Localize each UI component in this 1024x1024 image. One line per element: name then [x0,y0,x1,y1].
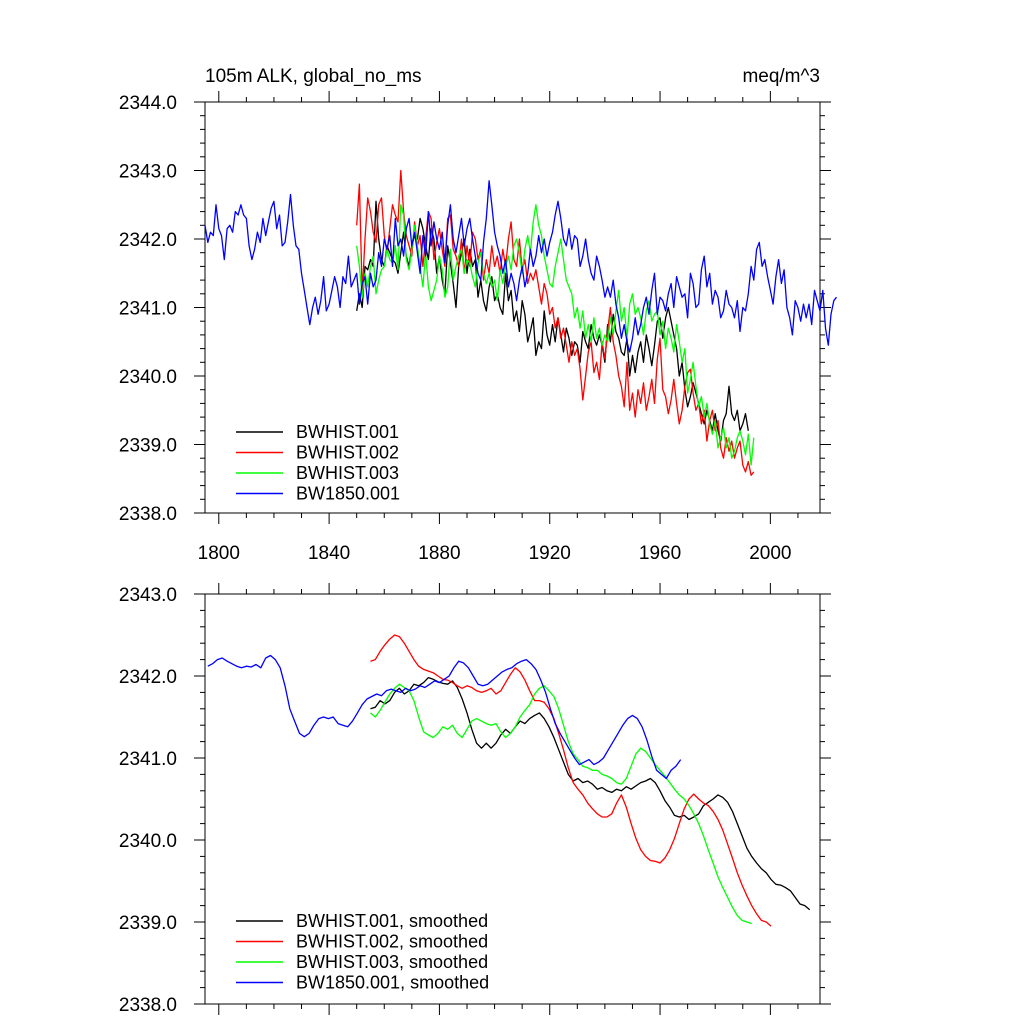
legend-label-bw1850-001-smoothed: BW1850.001, smoothed [296,973,489,993]
y-tick-label: 2342.0 [119,667,177,688]
series-line-bwhist-003 [356,204,755,466]
y-tick-label: 2342.0 [119,230,177,251]
legend-label-bwhist-002-smoothed: BWHIST.002, smoothed [296,932,488,952]
y-tick-label: 2343.0 [119,162,177,183]
legend-label-bw1850-001: BW1850.001 [296,484,400,504]
y-tick-label: 2339.0 [119,913,177,934]
series-line-bwhist-001-smoothed [370,676,811,911]
units-label: meq/m^3 [742,66,820,87]
y-tick-label: 2343.0 [119,585,177,606]
x-tick-label: 1800 [198,543,240,564]
x-tick-label: 1960 [639,543,681,564]
plot-frame [204,593,821,1005]
y-tick-label: 2344.0 [119,93,177,114]
legend-label-bwhist-002: BWHIST.002 [296,443,399,463]
series-line-bw1850-001-smoothed [207,654,682,780]
legend-label-bwhist-003: BWHIST.003 [296,463,399,483]
series-line-bwhist-002-smoothed [370,634,772,927]
x-tick-label: 1840 [308,543,350,564]
y-tick-label: 2338.0 [119,995,177,1016]
legend-label-bwhist-001-smoothed: BWHIST.001, smoothed [296,911,488,931]
y-tick-label: 2340.0 [119,831,177,852]
legend-label-bwhist-001: BWHIST.001 [296,422,399,442]
legend-label-bwhist-003-smoothed: BWHIST.003, smoothed [296,952,488,972]
y-tick-label: 2341.0 [119,749,177,770]
x-tick-label: 2000 [749,543,791,564]
top-panel: 1800 1840 1880 1920 1960 2000 2338.0 2339.0 2340… [119,91,838,564]
series-line-bwhist-002 [356,169,755,476]
x-tick-label: 1920 [529,543,571,564]
chart-title: 105m ALK, global_no_ms [205,66,422,87]
series-line-bwhist-003-smoothed [370,683,752,925]
y-tick-label: 2341.0 [119,299,177,320]
y-tick-label: 2340.0 [119,367,177,388]
series-line-bw1850-001 [204,180,838,353]
bottom-panel: 2338.0 2339.0 2340.0 2341.0 2342.0 2343.0 BWHI… [119,583,831,1016]
y-tick-label: 2338.0 [119,504,177,525]
y-tick-label: 2339.0 [119,436,177,457]
series-line-bwhist-001 [356,200,749,442]
x-tick-label: 1880 [418,543,460,564]
